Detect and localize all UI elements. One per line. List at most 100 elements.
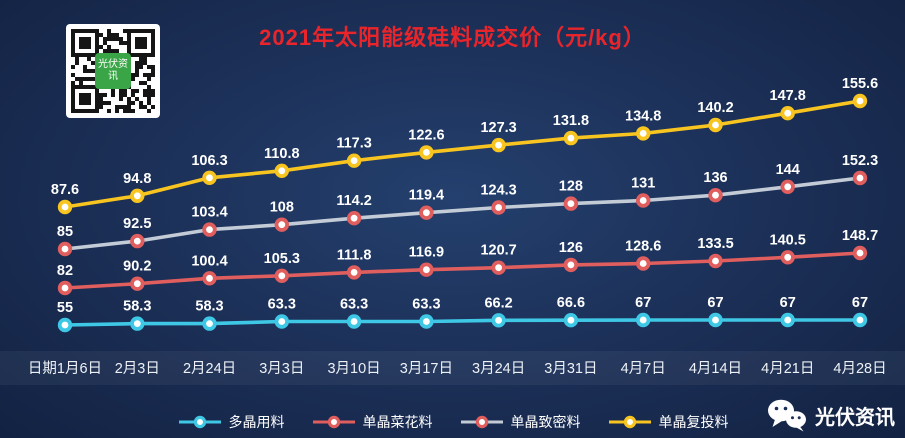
data-point — [419, 262, 434, 277]
data-point — [708, 253, 723, 269]
x-axis-label: 3月17日 — [400, 361, 453, 377]
data-label: 144 — [776, 162, 800, 178]
data-point — [57, 199, 73, 215]
x-axis-label: 4月21日 — [761, 361, 814, 377]
data-point — [852, 312, 868, 328]
data-label: 124.3 — [480, 183, 516, 199]
data-point — [852, 93, 868, 109]
data-point — [202, 222, 217, 237]
data-label: 128 — [559, 179, 583, 195]
data-label: 133.5 — [697, 236, 733, 252]
data-label: 131.8 — [553, 113, 589, 129]
data-point — [636, 256, 651, 271]
data-point — [57, 241, 73, 257]
legend-marker-icon — [178, 415, 221, 429]
data-point — [491, 137, 506, 153]
data-point — [130, 276, 145, 291]
data-point — [274, 314, 290, 329]
series-line — [63, 176, 862, 251]
data-label: 103.4 — [191, 205, 227, 221]
data-label: 63.3 — [340, 297, 368, 313]
data-point — [130, 188, 145, 204]
data-point — [202, 316, 217, 331]
legend-label: 单晶致密料 — [510, 414, 581, 430]
data-label: 134.8 — [625, 108, 661, 124]
data-point — [202, 271, 217, 286]
data-label: 114.2 — [336, 193, 372, 209]
x-axis-label: 2月3日 — [115, 361, 160, 377]
data-point — [852, 245, 868, 261]
data-point — [780, 312, 795, 328]
data-point — [491, 200, 506, 215]
data-label: 152.3 — [842, 153, 878, 169]
data-label: 90.2 — [123, 259, 151, 275]
series-line — [63, 99, 862, 209]
data-label: 55 — [57, 300, 73, 316]
data-point — [419, 145, 434, 160]
data-label: 92.5 — [123, 216, 151, 232]
data-point — [563, 257, 579, 273]
qr-center-label: 光伏资讯 — [95, 53, 131, 89]
data-label: 131 — [631, 176, 655, 192]
data-label: 126 — [559, 240, 583, 256]
series-line — [63, 251, 862, 290]
x-axis-label: 4月28日 — [833, 361, 886, 377]
data-label: 63.3 — [268, 297, 296, 313]
brand: 光伏资讯 — [767, 398, 895, 432]
data-label: 122.6 — [408, 127, 444, 143]
x-axis-label: 3月3日 — [259, 361, 304, 377]
qr-code: 光伏资讯 — [66, 24, 160, 118]
legend-item: 单晶复投料 — [607, 412, 729, 432]
data-point — [636, 193, 651, 208]
chart-title: 2021年太阳能级硅料成交价（元/kg） — [259, 25, 646, 50]
data-label: 116.9 — [409, 245, 445, 261]
legend-item: 多晶用料 — [177, 412, 285, 432]
data-point — [346, 314, 362, 329]
data-point — [130, 233, 145, 249]
brand-wordmark: 光伏资讯 — [815, 406, 895, 429]
data-label: 105.3 — [264, 251, 300, 267]
data-label: 108 — [270, 200, 294, 216]
legend-marker-icon — [312, 415, 355, 429]
data-label: 110.8 — [264, 146, 300, 162]
data-label: 100.4 — [191, 253, 227, 269]
data-label: 111.8 — [337, 247, 372, 263]
data-point — [780, 105, 795, 121]
legend-label: 单晶菜花料 — [362, 414, 433, 430]
data-label: 106.3 — [191, 153, 227, 169]
wechat-icon — [768, 399, 806, 432]
series-group-2: 85 92.5 103.4 108 114.2 119.4 124.3 128 131 136 14… — [57, 153, 878, 257]
x-axis-labels: 日期1月6日 2月3日 2月24日 3月3日 3月10日 3月17日 3月24日 3月31日 4… — [28, 360, 887, 377]
data-label: 140.2 — [697, 100, 733, 116]
data-point — [346, 210, 362, 226]
x-axis-label: 3月24日 — [472, 361, 525, 377]
data-point — [708, 117, 723, 133]
data-label: 94.8 — [123, 171, 151, 187]
legend-item: 单晶菜花料 — [311, 412, 433, 432]
data-point — [852, 170, 868, 186]
x-axis-label: 4月14日 — [689, 361, 742, 377]
data-label: 67 — [852, 295, 868, 311]
data-point — [563, 196, 579, 211]
data-point — [780, 250, 795, 265]
data-point — [274, 268, 290, 284]
data-point — [419, 205, 434, 220]
data-point — [130, 316, 145, 331]
x-axis-band — [0, 351, 905, 385]
data-point — [708, 187, 723, 203]
data-label: 58.3 — [195, 299, 223, 315]
data-label: 127.3 — [480, 120, 516, 136]
data-point — [563, 130, 579, 146]
data-label: 119.4 — [409, 188, 445, 204]
data-point — [57, 280, 73, 296]
data-point — [636, 126, 651, 141]
data-label: 155.6 — [842, 76, 878, 92]
data-label: 82 — [57, 263, 73, 279]
data-label: 87.6 — [51, 182, 79, 198]
data-label: 117.3 — [336, 136, 372, 152]
data-label: 120.7 — [480, 243, 516, 259]
x-axis-label: 3月10日 — [327, 361, 380, 377]
data-point — [563, 313, 579, 328]
